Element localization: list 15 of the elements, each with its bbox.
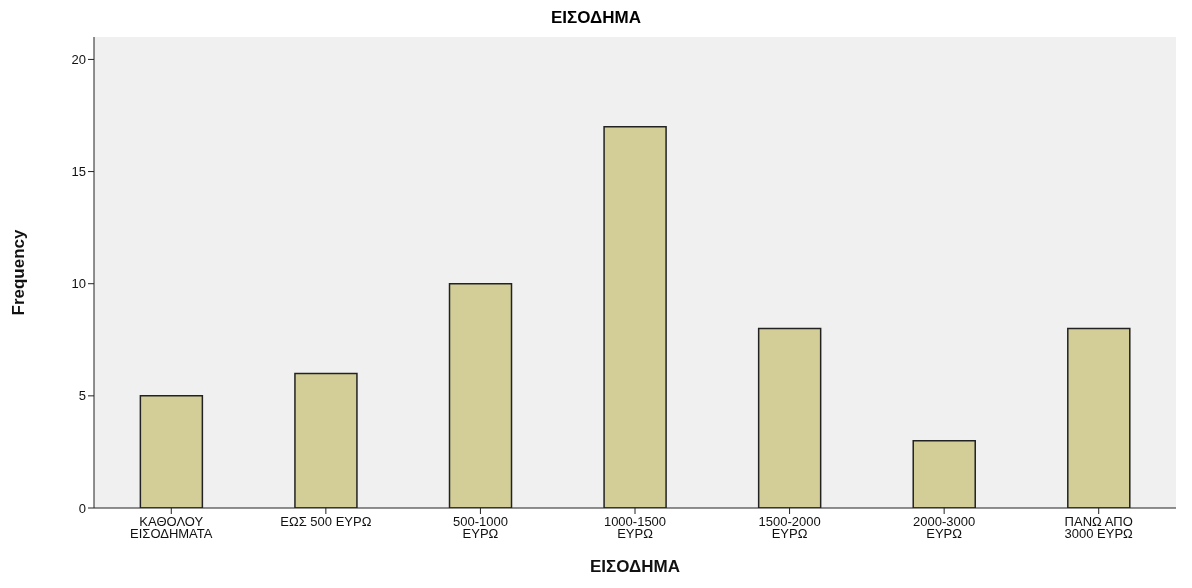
x-tick-label: ΚΑΘΟΛΟΥ ΕΙΣΟΔΗΜΑΤΑ	[130, 514, 213, 541]
x-tick-label: ΠΑΝΩ ΑΠΟ 3000 ΕΥΡΩ	[1064, 514, 1134, 541]
x-tick-label: 1000-1500 ΕΥΡΩ	[603, 514, 667, 541]
x-tick-label: 2000-3000 ΕΥΡΩ	[913, 514, 976, 541]
x-axis-title: ΕΙΣΟΔΗΜΑ	[590, 557, 680, 576]
y-tick-label: 20	[71, 52, 86, 68]
chart-title: ΕΙΣΟΔΗΜΑ	[550, 8, 642, 28]
y-tick-label: 10	[71, 276, 86, 292]
x-tick-label: ΕΩΣ 500 ΕΥΡΩ	[280, 514, 372, 529]
y-tick-label: 5	[78, 388, 86, 404]
y-axis-title: Frequency	[9, 228, 29, 316]
x-tick-label: 1500-2000 ΕΥΡΩ	[758, 514, 821, 541]
x-tick-label: 500-1000 ΕΥΡΩ	[452, 514, 508, 541]
y-tick-label: 0	[78, 500, 86, 516]
y-tick-label: 15	[71, 164, 86, 180]
